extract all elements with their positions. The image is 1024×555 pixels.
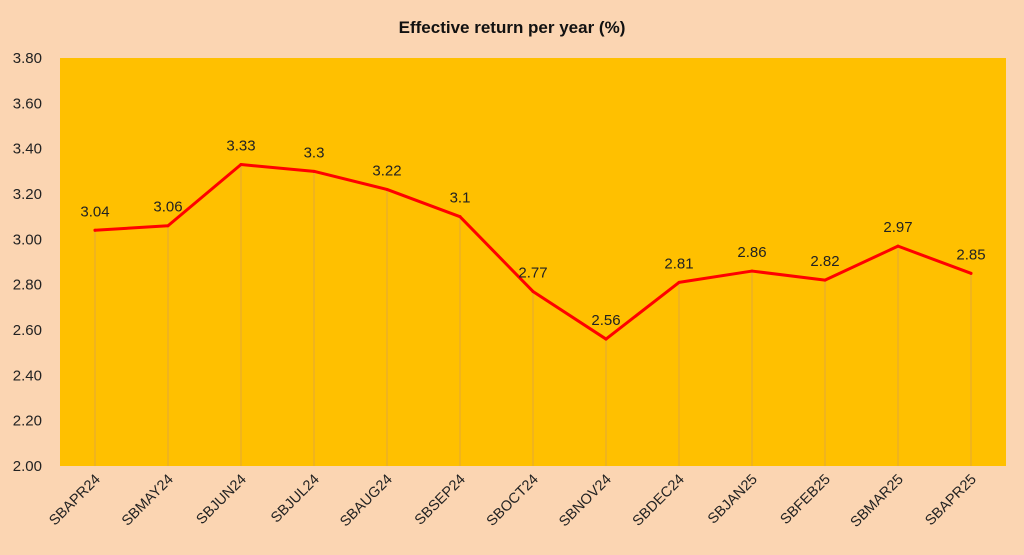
- data-point: [93, 228, 97, 232]
- y-axis: 2.00 2.20 2.40 2.60 2.80 3.00 3.20 3.40 3.60 3.80: [13, 50, 42, 475]
- x-tick-label: SBNOV24: [556, 472, 615, 531]
- x-tick-label: SBAUG24: [337, 472, 396, 531]
- data-label: 3.1: [450, 190, 471, 207]
- data-labels: 3.04 3.06 3.33 3.3 3.22 3.1 2.77 2.56 2.81 2.86 2.…: [80, 138, 985, 330]
- data-label: 2.81: [664, 255, 693, 272]
- data-label: 3.04: [80, 203, 109, 220]
- data-point: [239, 163, 243, 167]
- y-tick-label: 3.20: [13, 186, 42, 203]
- y-tick-label: 3.60: [13, 95, 42, 112]
- data-point: [677, 280, 681, 284]
- data-point: [823, 278, 827, 282]
- y-tick-label: 3.00: [13, 231, 42, 248]
- x-tick-label: SBMAR25: [848, 472, 907, 531]
- chart-title: Effective return per year (%): [399, 18, 626, 37]
- data-point: [385, 187, 389, 191]
- x-tick-label: SBSEP24: [412, 472, 469, 529]
- data-point: [750, 269, 754, 273]
- data-label: 3.33: [226, 138, 255, 155]
- y-tick-label: 2.20: [13, 413, 42, 430]
- data-point: [531, 289, 535, 293]
- x-tick-label: SBJAN25: [705, 472, 761, 528]
- data-point: [604, 337, 608, 341]
- y-tick-label: 3.40: [13, 141, 42, 158]
- y-tick-label: 2.40: [13, 367, 42, 384]
- data-label: 3.3: [304, 144, 325, 161]
- data-label: 2.97: [883, 219, 912, 236]
- y-tick-label: 2.80: [13, 277, 42, 294]
- x-tick-label: SBJUL24: [268, 472, 323, 527]
- x-tick-label: SBDEC24: [630, 472, 688, 530]
- data-label: 2.56: [591, 312, 620, 329]
- data-label: 2.85: [956, 246, 985, 263]
- series-group: [93, 163, 973, 341]
- x-tick-label: SBAPR24: [46, 472, 103, 529]
- data-point: [896, 244, 900, 248]
- data-point: [312, 169, 316, 173]
- data-point: [458, 215, 462, 219]
- data-point: [166, 224, 170, 228]
- y-tick-label: 2.60: [13, 322, 42, 339]
- x-tick-label: SBJUN24: [193, 472, 249, 528]
- data-label: 3.06: [153, 199, 182, 216]
- y-tick-label: 2.00: [13, 458, 42, 475]
- drop-lines: [94, 164, 972, 466]
- data-label: 3.22: [372, 162, 401, 179]
- x-axis: SBAPR24 SBMAY24 SBJUN24 SBJUL24 SBAUG24 SBSEP…: [46, 472, 979, 531]
- data-label: 2.86: [737, 244, 766, 261]
- x-tick-label: SBAPR25: [922, 472, 979, 529]
- data-point: [969, 271, 973, 275]
- x-tick-label: SBOCT24: [484, 472, 542, 530]
- y-tick-label: 3.80: [13, 50, 42, 67]
- x-tick-label: SBFEB25: [777, 472, 833, 528]
- data-label: 2.77: [518, 264, 547, 281]
- x-tick-label: SBMAY24: [119, 472, 177, 530]
- data-label: 2.82: [810, 253, 839, 270]
